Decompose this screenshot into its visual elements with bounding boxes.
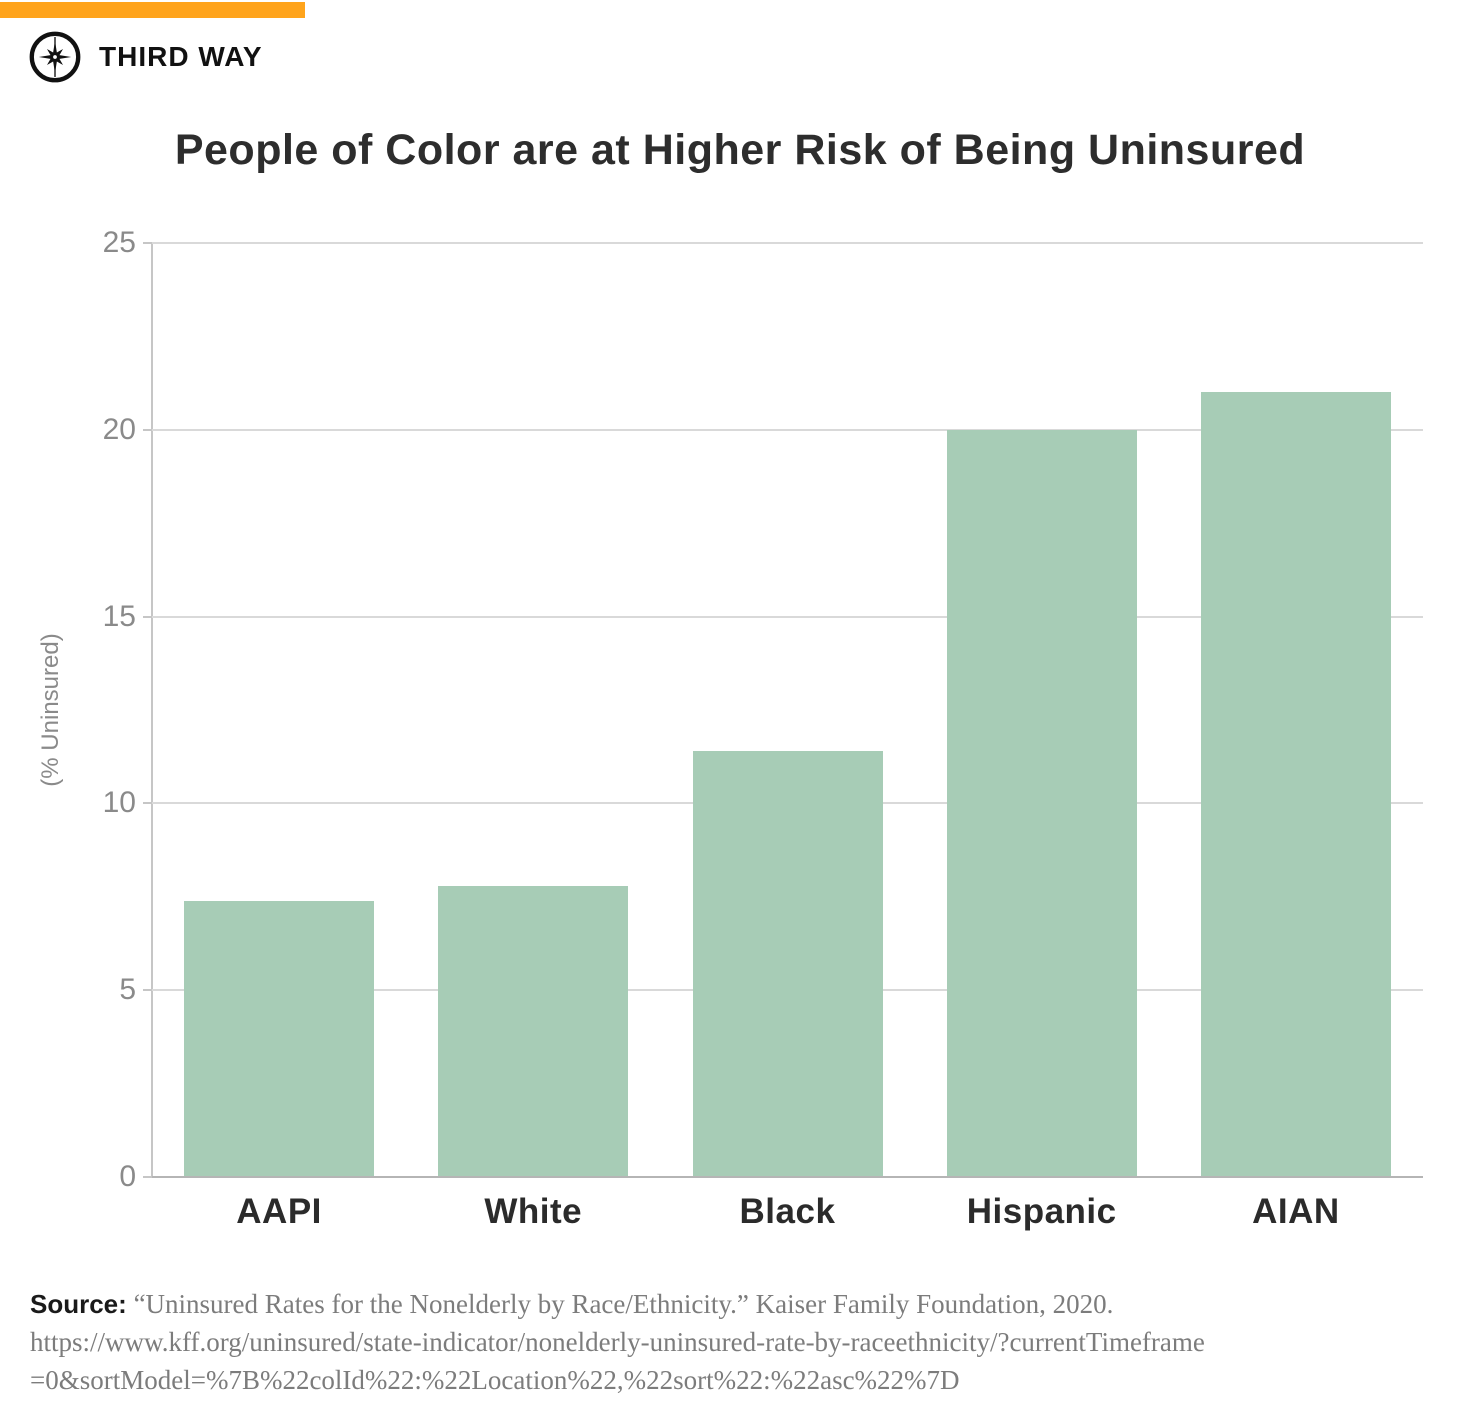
y-tick-mark-15 xyxy=(143,615,152,618)
y-tick-label-20: 20 xyxy=(102,412,136,446)
thirdway-logo: THIRD WAY xyxy=(28,30,263,84)
x-category-label-black: Black xyxy=(739,1192,836,1231)
chart-title: People of Color are at Higher Risk of Be… xyxy=(174,126,1306,174)
y-axis-title: (% Uninsured) xyxy=(37,557,68,786)
orange-accent-bar xyxy=(0,2,305,18)
y-tick-mark-20 xyxy=(143,428,152,431)
x-axis-labels: AAPI White Black Hispanic AIAN xyxy=(152,1192,1423,1252)
bar-white xyxy=(438,885,629,1177)
source-text: “Uninsured Rates for the Nonelderly by R… xyxy=(133,1289,1114,1319)
y-axis-line xyxy=(151,243,153,1178)
source-note: Source: “Uninsured Rates for the Nonelde… xyxy=(30,1285,1460,1399)
y-tick-label-10: 10 xyxy=(102,786,136,820)
bar-aian xyxy=(1200,392,1391,1177)
source-label: Source: xyxy=(30,1289,127,1319)
source-url-line2: =0&sortModel=%7B%22colId%22:%22Location%… xyxy=(30,1365,960,1395)
x-category-label-hispanic: Hispanic xyxy=(966,1192,1117,1231)
gridline-25 xyxy=(152,242,1423,244)
plot-area xyxy=(152,242,1423,1178)
y-tick-mark-0 xyxy=(143,1176,152,1178)
bar-black xyxy=(692,751,883,1177)
x-category-label-aapi: AAPI xyxy=(236,1192,322,1231)
brand-name: THIRD WAY xyxy=(99,41,263,72)
bar-aapi xyxy=(184,900,375,1177)
y-tick-label-15: 15 xyxy=(102,599,136,633)
y-tick-mark-25 xyxy=(143,242,152,244)
y-tick-mark-5 xyxy=(143,989,152,992)
y-tick-labels: 0 5 10 15 20 25 xyxy=(0,226,136,1193)
compass-icon xyxy=(29,31,81,83)
y-tick-label-25: 25 xyxy=(102,226,136,259)
y-tick-label-5: 5 xyxy=(119,973,136,1007)
bar-hispanic xyxy=(946,429,1137,1177)
y-tick-mark-10 xyxy=(143,802,152,805)
source-url-line1: https://www.kff.org/uninsured/state-indi… xyxy=(30,1327,1205,1357)
gridline-15 xyxy=(152,615,1423,618)
x-category-label-aian: AIAN xyxy=(1252,1192,1340,1231)
gridline-0 xyxy=(152,1176,1423,1178)
gridline-20 xyxy=(152,428,1423,431)
y-tick-label-0: 0 xyxy=(119,1160,136,1193)
x-category-label-white: White xyxy=(484,1192,583,1231)
y-axis-title-text: (% Uninsured) xyxy=(37,633,65,787)
